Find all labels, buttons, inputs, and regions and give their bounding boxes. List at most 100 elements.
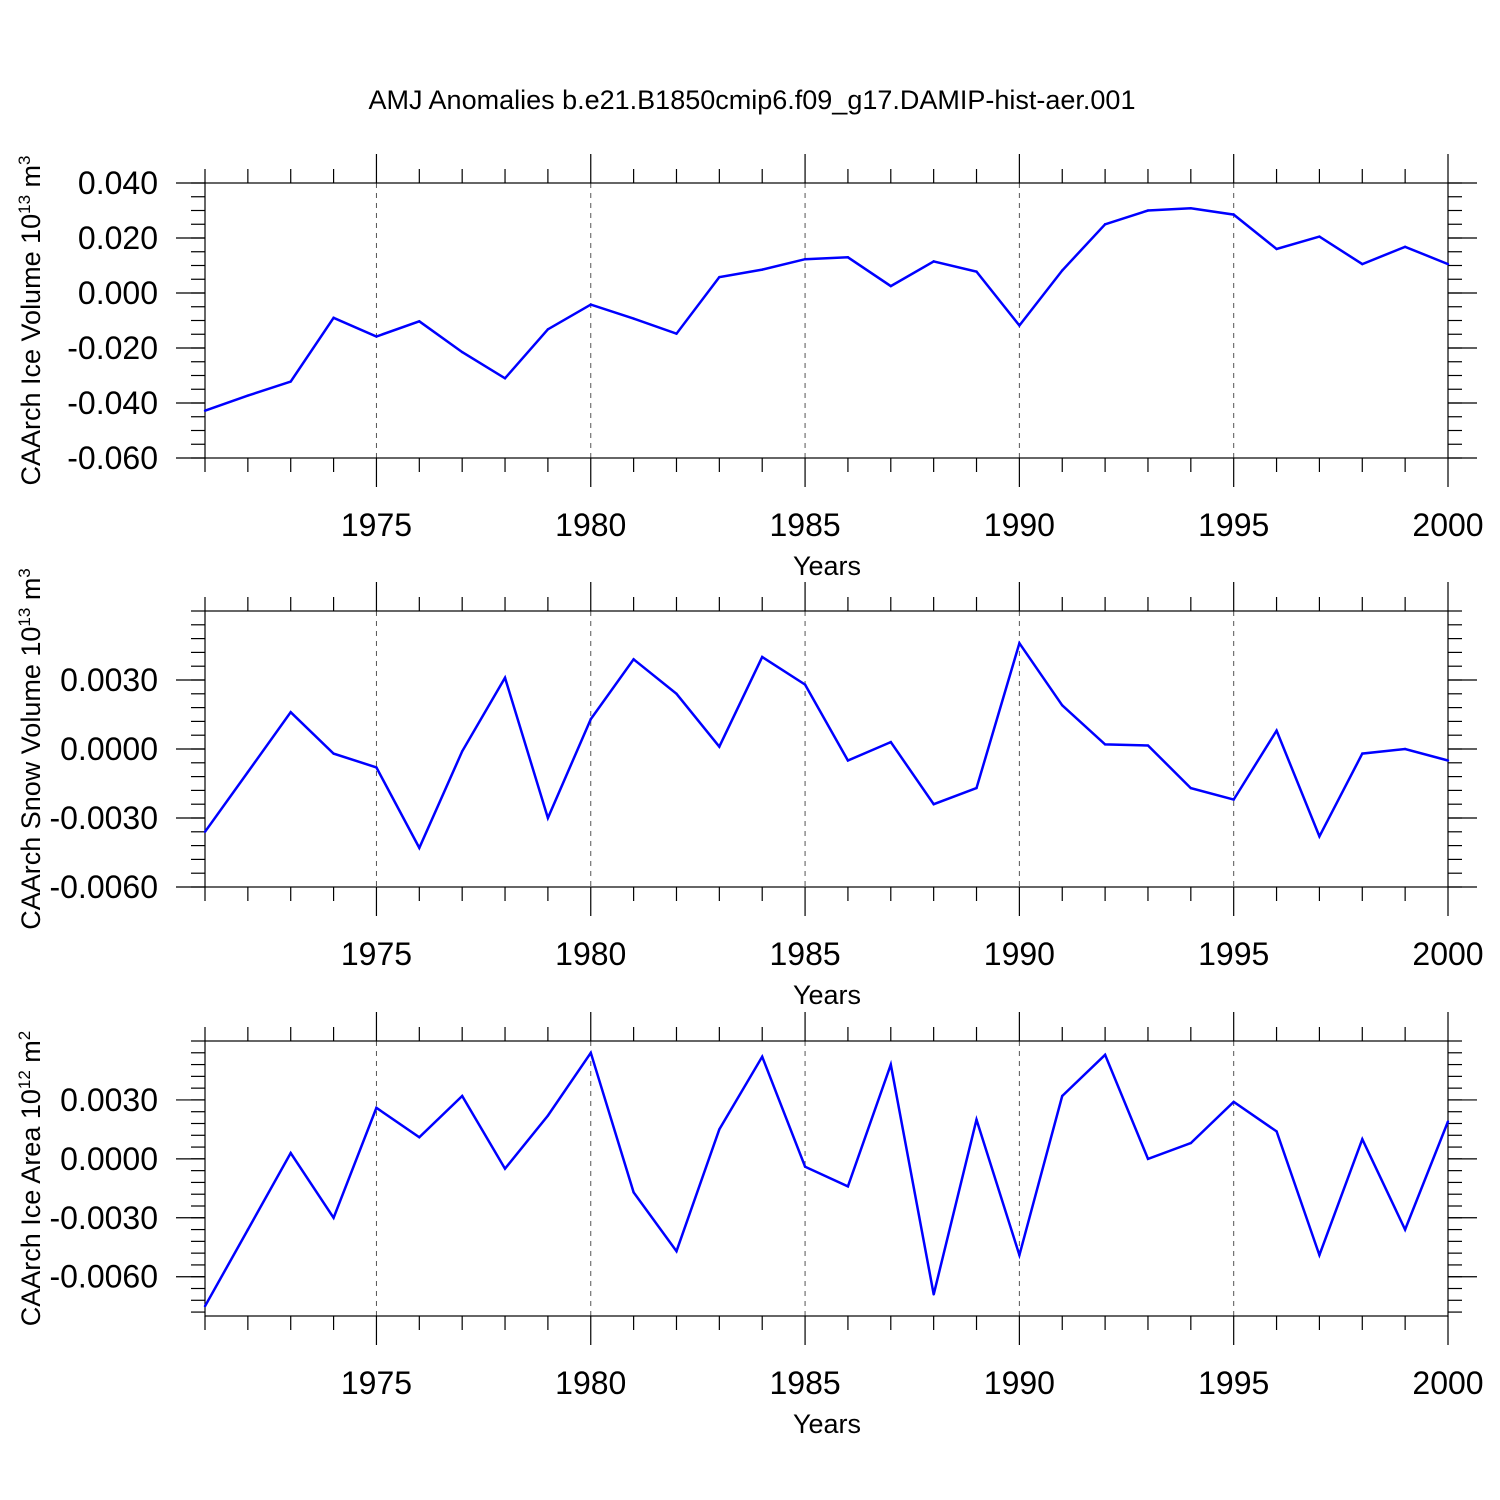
y-tick-label: 0.0000 [60,731,158,767]
y-tick-label: -0.020 [67,330,158,366]
data-point [1446,759,1450,762]
data-point [546,816,550,820]
x-tick-label: 1995 [1198,1365,1269,1401]
data-point [675,1249,678,1253]
data-point [1403,747,1407,751]
data-point [203,409,207,412]
data-point [375,335,378,338]
data-point [1446,1120,1450,1123]
data-point [803,257,807,261]
data-point [1189,1141,1193,1145]
x-tick-label: 1990 [984,936,1055,972]
data-point [1361,752,1364,755]
y-tick-label: -0.0030 [49,800,158,836]
data-point [1446,262,1450,266]
y-tick-label: 0.040 [78,165,158,201]
x-tick-label: 1980 [555,1365,626,1401]
data-point [846,759,850,762]
y-tick-label: 0.0030 [60,1082,158,1118]
plot-frame [204,610,1449,888]
data-point [846,256,850,259]
data-point [418,1136,421,1139]
data-point [761,268,764,271]
y-tick-label: 0.020 [78,220,158,256]
y-tick-label: -0.060 [67,440,158,476]
data-point [1318,1253,1321,1257]
data-point [1146,209,1150,212]
data-point [889,1063,892,1066]
x-tick-label: 1985 [769,936,840,972]
data-point [246,394,250,397]
data-point [246,770,250,774]
data-point [503,1167,507,1170]
y-axis-label: CAArch Ice Area 1012 m2 [15,1031,46,1327]
data-point [546,1114,550,1117]
data-point [332,1216,335,1219]
data-point [932,1293,935,1296]
data-point [932,260,935,263]
y-axis-label: CAArch Ice Volume 1013 m3 [15,155,46,485]
x-tick-label: 1975 [341,1365,412,1401]
data-point [675,692,678,695]
data-point [589,717,592,721]
data-point [1318,235,1321,238]
x-tick-label: 2000 [1412,936,1483,972]
data-point [975,270,978,273]
x-tick-label: 1980 [555,507,626,543]
x-tick-label: 1975 [341,936,412,972]
data-point [889,740,892,744]
data-point [718,275,721,279]
data-point [975,786,978,790]
data-point [246,1228,250,1231]
x-tick-label: 1985 [769,1365,840,1401]
data-point [460,750,464,753]
data-point [289,1151,292,1155]
y-tick-label: -0.040 [67,385,158,421]
data-point [1232,1100,1235,1104]
y-tick-label: -0.0060 [49,1259,158,1295]
data-point [460,350,464,354]
data-point [632,1191,635,1194]
data-point [503,377,507,380]
data-point [1061,1094,1064,1098]
data-point [1018,642,1021,645]
plot-frame [204,182,1449,459]
data-point [975,1118,978,1121]
data-point [1361,1138,1364,1141]
data-point [1189,207,1193,210]
x-axis-label: Years [793,980,861,1010]
chart-title: AMJ Anomalies b.e21.B1850cmip6.f09_g17.D… [369,85,1136,115]
data-point [632,317,635,320]
data-point [632,658,635,661]
snow-volume-panel: -0.0060 -0.0030 0.0000 0.0030 1975 1980 1985 19… [15,568,1484,1010]
data-point [460,1094,464,1098]
data-point [418,846,421,850]
data-point [1275,247,1278,251]
series-line [203,1049,1450,1307]
data-point [203,1304,207,1308]
x-axis-label: Years [793,1409,861,1439]
data-point [1232,213,1235,216]
data-point [761,1055,764,1058]
y-tick-label: 0.0000 [60,1141,158,1177]
data-point [1061,269,1064,272]
data-point [1318,835,1321,838]
data-point [1403,1228,1407,1231]
data-point [1146,1157,1150,1161]
y-axis-label: CAArch Snow Volume 1013 m3 [15,568,46,930]
series-line [204,207,1449,412]
y-tick-label: -0.0060 [49,869,158,905]
data-point [1103,1053,1107,1056]
series-line [203,640,1449,851]
x-tick-label: 2000 [1412,507,1483,543]
x-tick-label: 2000 [1412,1365,1483,1401]
x-tick-label: 1980 [555,936,626,972]
data-point [589,1051,592,1054]
ice-volume-panel: -0.060 -0.040 -0.020 0.000 0.020 0.040 1975 198… [15,154,1484,581]
plot-frame [204,1040,1449,1317]
data-point [1018,324,1021,327]
data-point [289,711,292,714]
data-point [889,284,892,288]
x-axis-label: Years [793,551,861,581]
